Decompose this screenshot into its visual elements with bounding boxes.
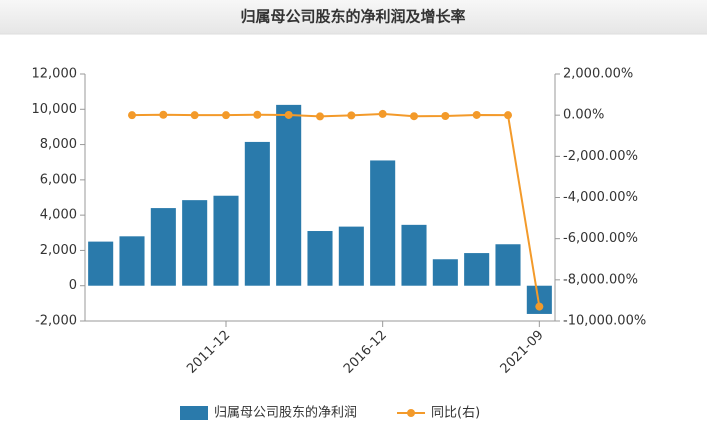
y2-tick-label: -4,000.00% xyxy=(563,190,638,205)
line xyxy=(131,112,541,307)
line-point xyxy=(222,111,230,120)
bar xyxy=(119,236,145,286)
bar xyxy=(432,259,458,286)
x-tick-label: 2021-09 xyxy=(498,328,547,377)
y2-tick-label: -10,000.00% xyxy=(563,314,646,329)
bar xyxy=(244,141,270,286)
line-point xyxy=(284,110,293,119)
line-point xyxy=(504,111,512,120)
y-tick-label: 0 xyxy=(69,278,77,293)
y2-tick-label: -6,000.00% xyxy=(563,231,638,246)
line-point xyxy=(441,111,450,120)
line-point xyxy=(128,111,136,120)
bar xyxy=(464,253,490,286)
line-point xyxy=(159,110,168,119)
y-tick-label: 8,000 xyxy=(40,137,77,152)
line-point xyxy=(472,110,481,119)
bar xyxy=(213,195,239,286)
bar xyxy=(276,104,302,286)
bar xyxy=(182,200,208,286)
legend-label: 归属母公司股东的净利润 xyxy=(214,405,357,421)
y2-tick-label: 2,000.00% xyxy=(563,67,633,82)
y-tick-label: 10,000 xyxy=(32,102,78,117)
legend-label: 同比(右) xyxy=(431,406,480,421)
bar xyxy=(370,160,396,286)
legend-swatch-point xyxy=(407,409,416,417)
bar xyxy=(88,241,114,286)
line-point xyxy=(347,111,356,120)
y2-tick-label: -2,000.00% xyxy=(563,149,638,164)
y-tick-label: 4,000 xyxy=(40,208,77,223)
bar xyxy=(495,244,521,286)
y-tick-label: 2,000 xyxy=(40,243,77,258)
line-point xyxy=(190,111,199,120)
chart-title: 归属母公司股东的净利润及增长率 xyxy=(240,8,465,26)
line-point xyxy=(535,302,544,311)
line-point xyxy=(410,112,418,121)
line-point xyxy=(378,109,387,118)
x-tick-label: 2016-12 xyxy=(341,328,390,377)
bar xyxy=(150,208,176,286)
y-tick-label: 6,000 xyxy=(40,172,77,187)
bar xyxy=(307,231,333,286)
y-tick-label: -2,000 xyxy=(35,314,77,329)
line-point xyxy=(316,112,324,121)
x-tick-label: 2011-12 xyxy=(184,328,233,377)
bar xyxy=(401,224,427,286)
legend-swatch xyxy=(180,406,208,420)
y-tick-label: 12,000 xyxy=(32,67,78,82)
y2-tick-label: -8,000.00% xyxy=(563,272,638,287)
title-bar xyxy=(0,0,707,34)
line-point xyxy=(253,110,262,119)
bar xyxy=(338,226,364,286)
y2-tick-label: 0.00% xyxy=(563,108,604,123)
